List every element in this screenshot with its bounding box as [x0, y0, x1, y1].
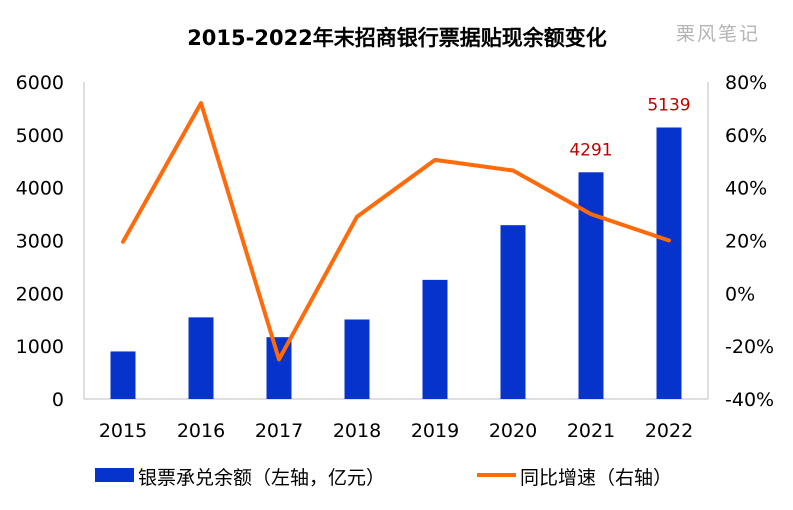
- legend-bar-label: 银票承兑余额（左轴，亿元）: [138, 467, 385, 489]
- x-tick-label: 2018: [333, 420, 381, 442]
- left-tick-label: 6000: [16, 72, 64, 94]
- axes: 0 1000 2000 3000 4000 5000 6000 -40% -20% 0% 20% 40…: [16, 72, 774, 442]
- x-tick-label: 2021: [567, 420, 615, 442]
- right-tick-label: 60%: [725, 125, 767, 147]
- left-tick-label: 3000: [16, 231, 64, 253]
- bar: [500, 225, 526, 399]
- bar-data-label: 5139: [647, 95, 690, 115]
- x-tick-label: 2022: [645, 420, 693, 442]
- bar-data-label: 4291: [569, 140, 612, 160]
- left-tick-label: 0: [52, 389, 64, 411]
- chart-title: 2015-2022年末招商银行票据贴现余额变化: [187, 26, 607, 50]
- left-tick-label: 4000: [16, 178, 64, 200]
- right-tick-label: 40%: [725, 178, 767, 200]
- right-tick-label: 0%: [725, 283, 755, 305]
- bar: [110, 351, 136, 399]
- right-tick-label: -40%: [725, 389, 774, 411]
- right-tick-label: -20%: [725, 336, 774, 358]
- bar: [344, 319, 370, 399]
- watermark: 栗风笔记: [676, 23, 760, 45]
- x-tick-label: 2016: [177, 420, 225, 442]
- bar: [188, 317, 214, 399]
- x-tick-label: 2015: [99, 420, 147, 442]
- right-tick-label: 80%: [725, 72, 767, 94]
- x-tick-label: 2017: [255, 420, 303, 442]
- legend-bar-swatch: [95, 468, 134, 482]
- x-tick-label: 2019: [411, 420, 459, 442]
- right-tick-label: 20%: [725, 231, 767, 253]
- legend: 银票承兑余额（左轴，亿元） 同比增速（右轴）: [95, 467, 672, 489]
- bar: [578, 172, 604, 399]
- bar-series: [110, 127, 682, 399]
- x-tick-label: 2020: [489, 420, 537, 442]
- line-series: [121, 101, 671, 362]
- left-tick-label: 1000: [16, 336, 64, 358]
- legend-line-label: 同比增速（右轴）: [520, 467, 672, 489]
- data-labels: 4291 5139: [569, 95, 690, 160]
- left-tick-label: 5000: [16, 125, 64, 147]
- left-tick-label: 2000: [16, 283, 64, 305]
- bar: [422, 279, 448, 399]
- bar: [656, 127, 682, 399]
- growth-line: [121, 101, 671, 362]
